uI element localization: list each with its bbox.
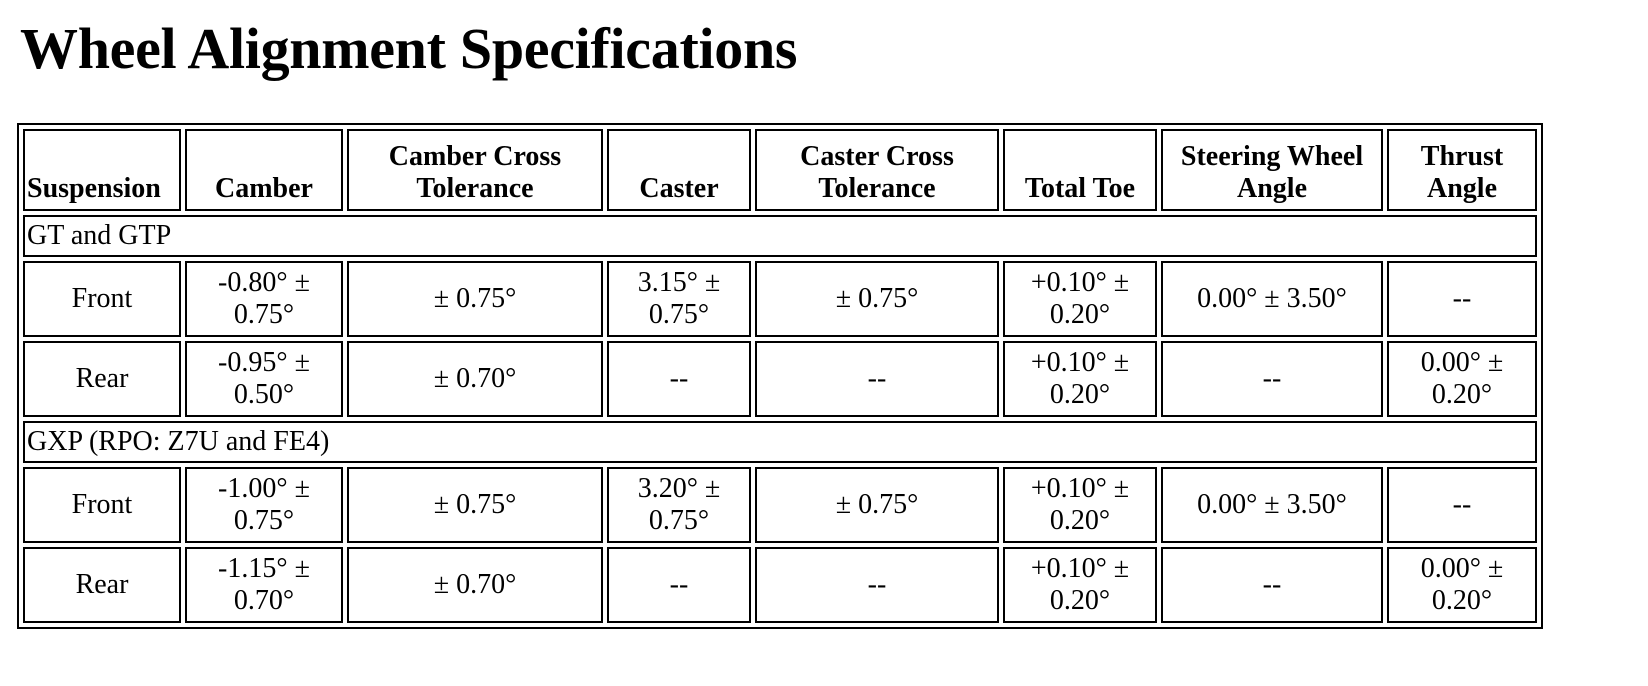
cell-steering-wheel-angle: -- [1161, 341, 1383, 417]
cell-caster: -- [607, 547, 751, 623]
cell-total-toe: +0.10° ± 0.20° [1003, 261, 1157, 337]
cell-camber: -1.15° ± 0.70° [185, 547, 343, 623]
cell-total-toe: +0.10° ± 0.20° [1003, 547, 1157, 623]
cell-total-toe: +0.10° ± 0.20° [1003, 467, 1157, 543]
column-header-thrust-angle: Thrust Angle [1387, 129, 1537, 211]
table-row: Rear -1.15° ± 0.70° ± 0.70° -- -- +0.10° ± 0.… [23, 547, 1537, 623]
cell-camber-cross-tolerance: ± 0.75° [347, 467, 603, 543]
page-title: Wheel Alignment Specifications [20, 16, 798, 81]
cell-caster-cross-tolerance: ± 0.75° [755, 467, 999, 543]
cell-caster: -- [607, 341, 751, 417]
table-row: Front -0.80° ± 0.75° ± 0.75° 3.15° ± 0.75° ±… [23, 261, 1537, 337]
cell-caster-cross-tolerance: -- [755, 547, 999, 623]
column-header-camber-cross-tolerance: Camber Cross Tolerance [347, 129, 603, 211]
column-header-suspension: Suspension [23, 129, 181, 211]
cell-steering-wheel-angle: 0.00° ± 3.50° [1161, 467, 1383, 543]
cell-suspension: Front [23, 261, 181, 337]
cell-camber: -0.95° ± 0.50° [185, 341, 343, 417]
header-row: Suspension Camber Camber Cross Tolerance Ca… [23, 129, 1537, 211]
table-row: Rear -0.95° ± 0.50° ± 0.70° -- -- +0.10° ± 0.… [23, 341, 1537, 417]
cell-thrust-angle: 0.00° ± 0.20° [1387, 547, 1537, 623]
cell-camber-cross-tolerance: ± 0.75° [347, 261, 603, 337]
cell-thrust-angle: -- [1387, 467, 1537, 543]
cell-suspension: Rear [23, 547, 181, 623]
cell-camber-cross-tolerance: ± 0.70° [347, 547, 603, 623]
group-row: GT and GTP [23, 215, 1537, 257]
cell-caster: 3.15° ± 0.75° [607, 261, 751, 337]
group-label: GT and GTP [23, 215, 1537, 257]
cell-camber-cross-tolerance: ± 0.70° [347, 341, 603, 417]
cell-camber: -1.00° ± 0.75° [185, 467, 343, 543]
group-label: GXP (RPO: Z7U and FE4) [23, 421, 1537, 463]
table-row: Front -1.00° ± 0.75° ± 0.75° 3.20° ± 0.75° ±… [23, 467, 1537, 543]
column-header-steering-wheel-angle: Steering Wheel Angle [1161, 129, 1383, 211]
cell-total-toe: +0.10° ± 0.20° [1003, 341, 1157, 417]
cell-suspension: Front [23, 467, 181, 543]
cell-camber: -0.80° ± 0.75° [185, 261, 343, 337]
alignment-spec-table: Suspension Camber Camber Cross Tolerance Ca… [17, 123, 1543, 629]
column-header-caster-cross-tolerance: Caster Cross Tolerance [755, 129, 999, 211]
cell-steering-wheel-angle: -- [1161, 547, 1383, 623]
cell-caster: 3.20° ± 0.75° [607, 467, 751, 543]
cell-thrust-angle: -- [1387, 261, 1537, 337]
cell-caster-cross-tolerance: ± 0.75° [755, 261, 999, 337]
cell-thrust-angle: 0.00° ± 0.20° [1387, 341, 1537, 417]
cell-caster-cross-tolerance: -- [755, 341, 999, 417]
column-header-caster: Caster [607, 129, 751, 211]
column-header-total-toe: Total Toe [1003, 129, 1157, 211]
cell-suspension: Rear [23, 341, 181, 417]
group-row: GXP (RPO: Z7U and FE4) [23, 421, 1537, 463]
cell-steering-wheel-angle: 0.00° ± 3.50° [1161, 261, 1383, 337]
column-header-camber: Camber [185, 129, 343, 211]
